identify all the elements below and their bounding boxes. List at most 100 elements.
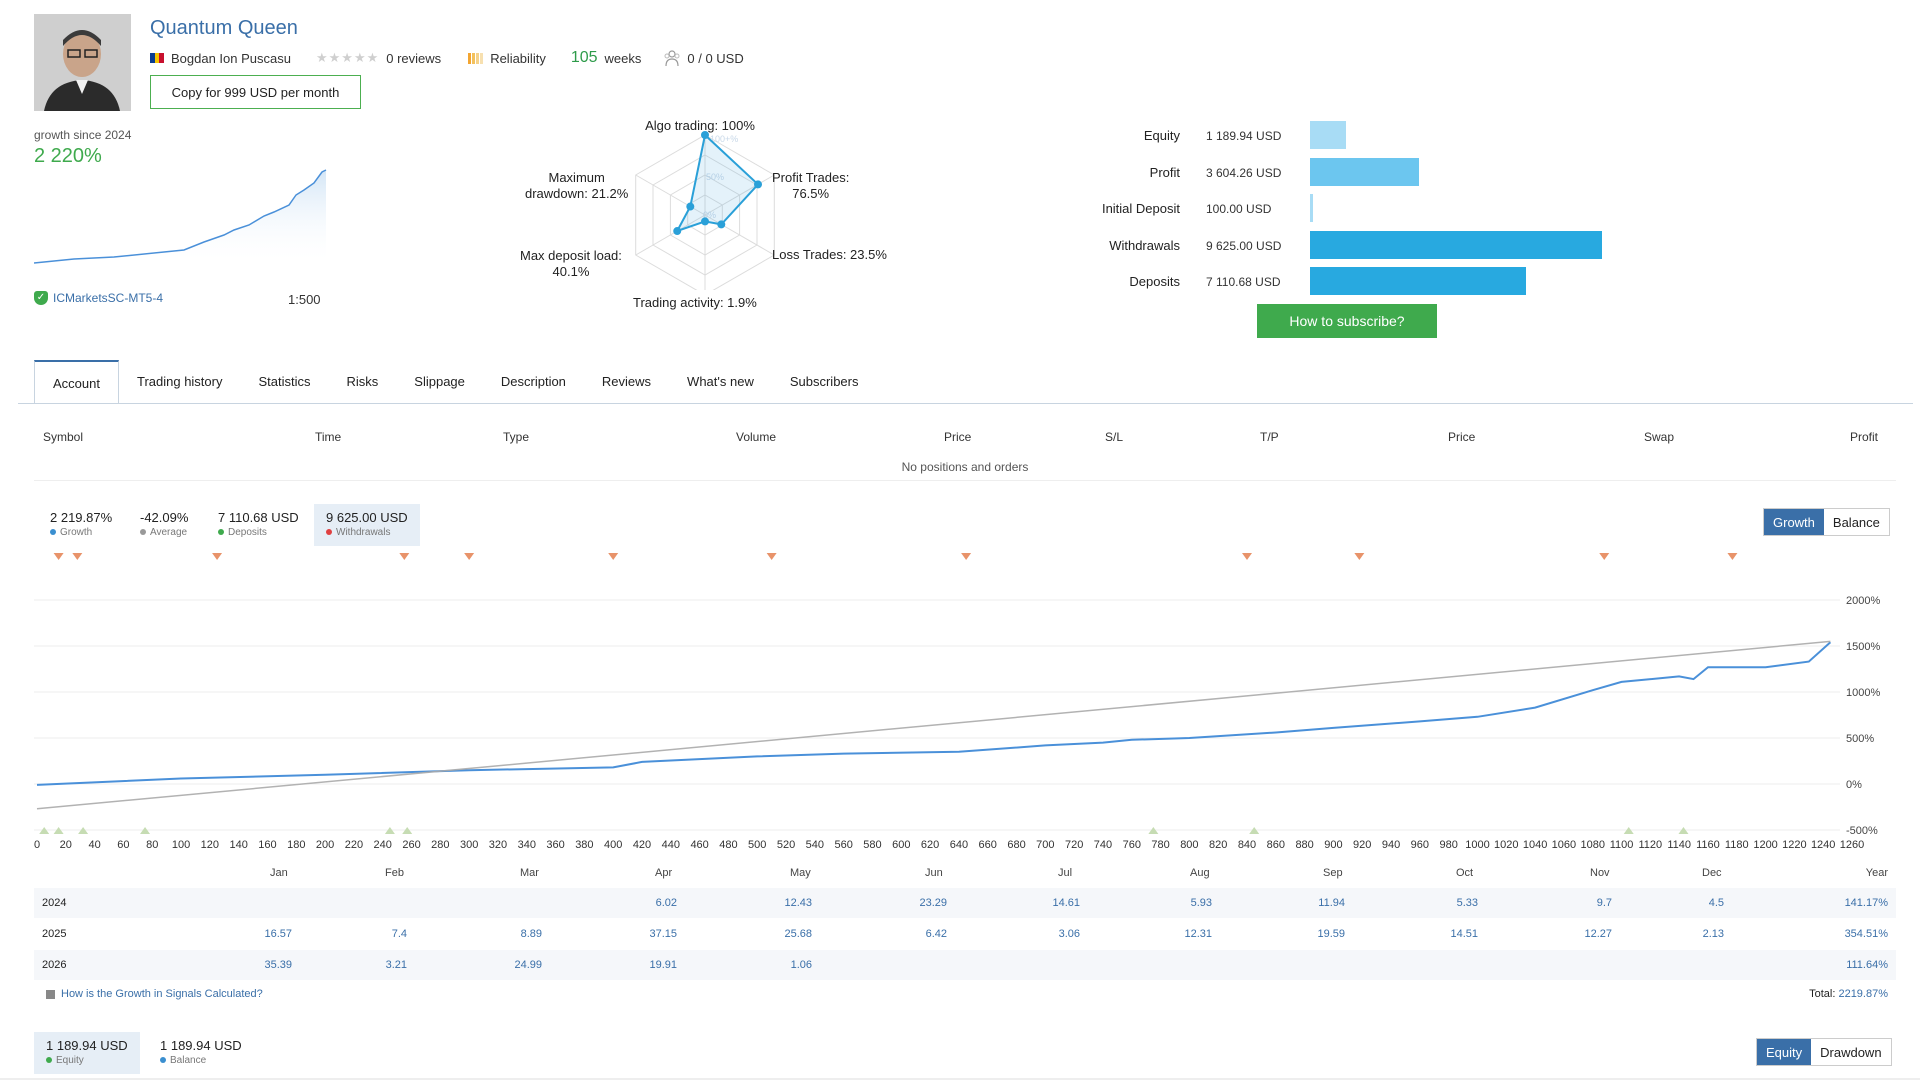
- x-tick-label: 60: [117, 839, 129, 851]
- monthly-year: 2024: [42, 897, 67, 909]
- how-to-subscribe-button[interactable]: How to subscribe?: [1257, 304, 1437, 338]
- withdrawal-marker: [72, 553, 83, 560]
- deposit-marker: [384, 827, 395, 834]
- monthly-cell[interactable]: 11.94: [1318, 897, 1345, 909]
- monthly-cell[interactable]: 2.13: [1702, 928, 1724, 940]
- signal-title[interactable]: Quantum Queen: [150, 17, 298, 39]
- server-link[interactable]: ✓ ICMarketsSC-MT5-4: [34, 291, 163, 305]
- deposit-marker: [53, 827, 64, 834]
- monthly-cell[interactable]: 12.27: [1584, 928, 1612, 940]
- x-tick-label: 100: [172, 839, 190, 851]
- growth-value: 2 220%: [34, 145, 102, 167]
- x-tick-label: 860: [1267, 839, 1285, 851]
- monthly-cell[interactable]: 35.39: [264, 959, 292, 971]
- balance-label-4: Deposits: [1129, 274, 1180, 289]
- monthly-cell[interactable]: 3.21: [385, 959, 407, 971]
- tab-risks[interactable]: Risks: [346, 374, 379, 389]
- growth-help-text[interactable]: How is the Growth in Signals Calculated?: [61, 988, 263, 1000]
- tab-what-s-new[interactable]: What's new: [687, 374, 754, 389]
- growth-help-link[interactable]: How is the Growth in Signals Calculated?: [46, 988, 263, 1000]
- reviews-count[interactable]: 0 reviews: [386, 50, 442, 66]
- monthly-cell[interactable]: 4.5: [1708, 897, 1724, 909]
- radar-axis: [704, 214, 775, 256]
- chart-stat-growth[interactable]: 2 219.87% Growth: [38, 504, 124, 546]
- x-tick-label: 640: [950, 839, 968, 851]
- monthly-cell[interactable]: 1.06: [790, 959, 812, 971]
- verified-shield-icon: ✓: [34, 291, 48, 305]
- tab-subscribers[interactable]: Subscribers: [789, 374, 859, 389]
- copy-button[interactable]: Copy for 999 USD per month: [150, 75, 361, 109]
- monthly-cell[interactable]: 8.89: [520, 928, 542, 940]
- balance-toggle-button[interactable]: Balance: [1823, 509, 1889, 535]
- balance-label-2: Initial Deposit: [1101, 201, 1180, 216]
- equity-toggle-button[interactable]: Equity: [1757, 1039, 1812, 1065]
- chart-stat-deposits[interactable]: 7 110.68 USD Deposits: [206, 504, 311, 546]
- balance-label-3: Withdrawals: [1109, 237, 1180, 253]
- monthly-cell[interactable]: 37.15: [649, 928, 677, 940]
- monthly-cell[interactable]: 3.06: [1058, 928, 1080, 940]
- tab-slippage[interactable]: Slippage: [414, 374, 465, 389]
- radar-axis: [704, 174, 775, 216]
- bottom-stat-equity[interactable]: 1 189.94 USD Equity: [34, 1032, 140, 1074]
- withdrawal-marker: [1599, 553, 1610, 560]
- deposit-marker: [39, 827, 50, 834]
- monthly-cell[interactable]: 16.57: [264, 928, 292, 940]
- monthly-cell[interactable]: 354.51%: [1844, 928, 1888, 940]
- author-name[interactable]: Bogdan Ion Puscasu: [171, 50, 291, 66]
- tab-description[interactable]: Description: [500, 374, 566, 389]
- month-header-aug: Aug: [1190, 867, 1210, 879]
- monthly-cell[interactable]: 12.31: [1184, 928, 1212, 940]
- x-tick-label: 980: [1439, 839, 1457, 851]
- monthly-cell[interactable]: 12.43: [784, 897, 812, 909]
- reliability-label[interactable]: Reliability: [490, 50, 546, 66]
- tab-reviews[interactable]: Reviews: [601, 374, 652, 389]
- month-header-jun: Jun: [925, 867, 943, 879]
- monthly-cell[interactable]: 25.68: [784, 928, 812, 940]
- tab-trading-history[interactable]: Trading history: [136, 374, 223, 389]
- positions-divider: [34, 480, 1896, 481]
- server-name[interactable]: ICMarketsSC-MT5-4: [53, 291, 164, 305]
- monthly-year: 2025: [42, 928, 67, 940]
- monthly-cell[interactable]: 7.4: [391, 928, 407, 940]
- monthly-cell[interactable]: 5.93: [1190, 897, 1212, 909]
- bottom-stat-legend: Equity: [46, 1055, 128, 1066]
- positions-header-7: Price: [1448, 430, 1476, 444]
- x-tick-label: 500: [748, 839, 766, 851]
- radar-point: [754, 180, 763, 189]
- monthly-cell[interactable]: 5.33: [1456, 897, 1478, 909]
- monthly-cell[interactable]: 19.91: [649, 959, 677, 971]
- monthly-cell[interactable]: 141.17%: [1844, 897, 1888, 909]
- monthly-cell[interactable]: 23.29: [919, 897, 947, 909]
- x-tick-label: 460: [690, 839, 708, 851]
- radar-ring-50: 50%: [706, 172, 724, 182]
- chart-stat-average[interactable]: -42.09% Average: [128, 504, 200, 546]
- tab-statistics[interactable]: Statistics: [258, 374, 311, 389]
- x-tick-label: 1160: [1696, 839, 1720, 851]
- author-avatar[interactable]: [34, 14, 131, 111]
- monthly-cell[interactable]: 6.42: [925, 928, 947, 940]
- monthly-cell[interactable]: 111.64%: [1846, 959, 1888, 971]
- radar-ring-100: 100+%: [710, 134, 738, 144]
- bottom-stat-label: Balance: [170, 1055, 207, 1066]
- monthly-cell[interactable]: 14.61: [1052, 897, 1080, 909]
- x-tick-label: 820: [1209, 839, 1227, 851]
- drawdown-toggle-button[interactable]: Drawdown: [1811, 1039, 1891, 1065]
- chart-stat-legend: Average: [140, 527, 188, 538]
- monthly-cell[interactable]: 6.02: [655, 897, 677, 909]
- x-tick-label: 0: [34, 839, 40, 851]
- monthly-cell[interactable]: 14.51: [1450, 928, 1478, 940]
- tab-account[interactable]: Account: [34, 360, 119, 404]
- withdrawal-marker: [212, 553, 223, 560]
- romania-flag-icon: [150, 53, 165, 63]
- reliability-icon: [468, 52, 484, 64]
- bottom-stat-balance[interactable]: 1 189.94 USD Balance: [148, 1032, 254, 1074]
- x-tick-label: 280: [431, 839, 449, 851]
- growth-mini-area: [34, 170, 326, 266]
- chart-stat-withdrawals[interactable]: 9 625.00 USD Withdrawals: [314, 504, 420, 546]
- monthly-cell[interactable]: 24.99: [514, 959, 542, 971]
- chart-stat-legend: Growth: [50, 527, 112, 538]
- monthly-cell[interactable]: 9.7: [1596, 897, 1612, 909]
- growth-toggle-button[interactable]: Growth: [1764, 509, 1824, 535]
- bottom-stat-label: Equity: [56, 1055, 84, 1066]
- monthly-cell[interactable]: 19.59: [1317, 928, 1345, 940]
